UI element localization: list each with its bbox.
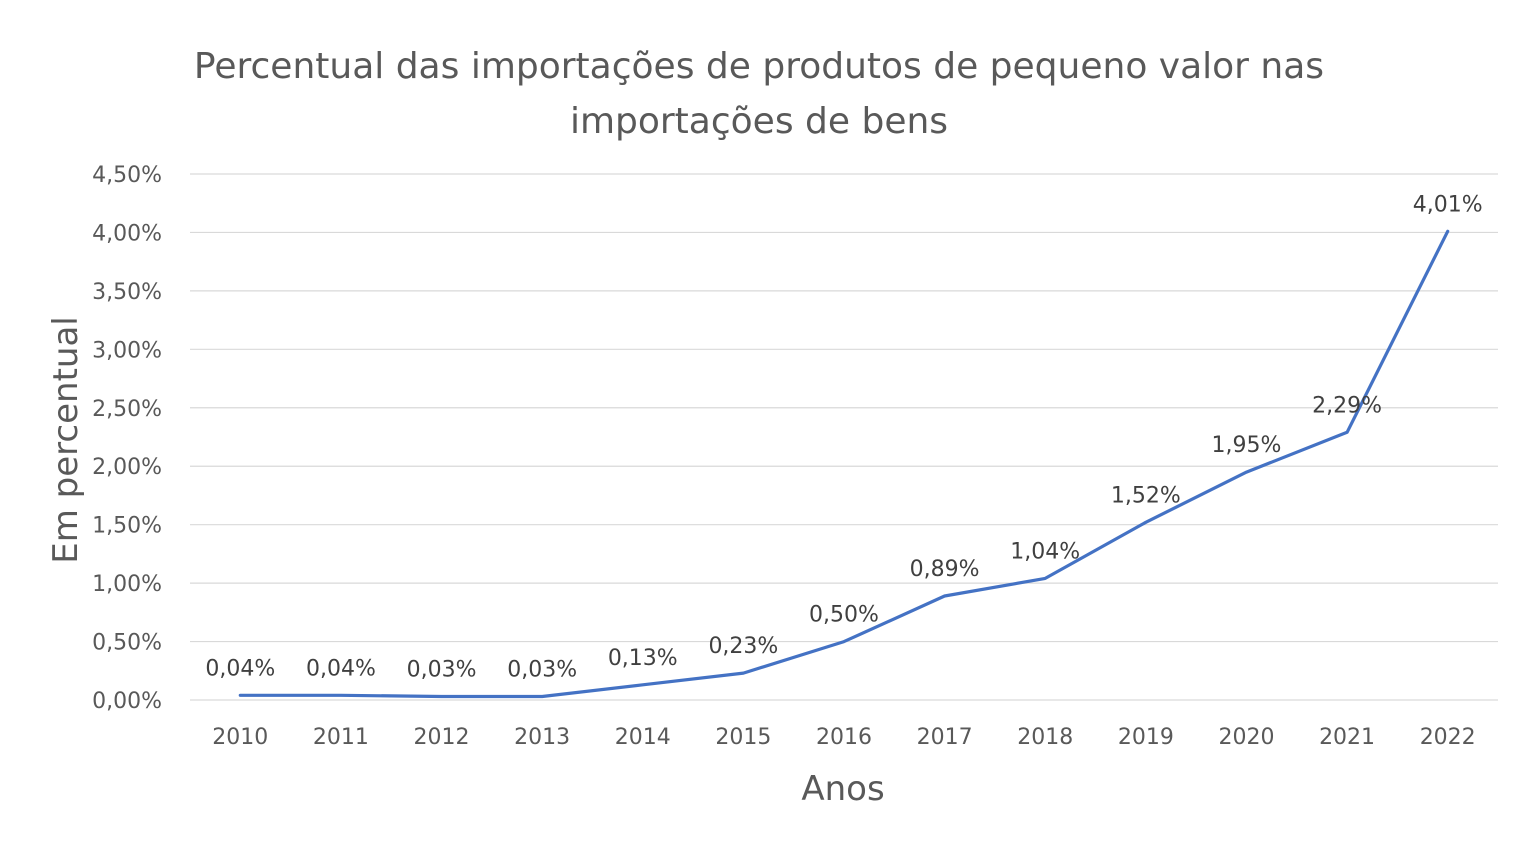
x-tick-label: 2010 [212,725,268,750]
y-tick-label: 3,50% [92,280,162,305]
data-label: 1,95% [1212,433,1282,458]
chart-title-line-2: importações de bens [570,101,948,142]
y-tick-label: 4,50% [92,163,162,188]
x-tick-label: 2020 [1218,725,1274,750]
y-tick-label: 2,00% [92,455,162,480]
x-tick-label: 2019 [1118,725,1174,750]
data-label: 0,04% [205,656,275,681]
data-label: 4,01% [1413,192,1483,217]
data-label: 0,04% [306,656,376,681]
x-tick-label: 2013 [514,725,570,750]
x-tick-label: 2012 [414,725,470,750]
data-label: 0,23% [708,634,778,659]
y-tick-label: 1,00% [92,572,162,597]
data-label: 0,89% [910,557,980,582]
series [238,229,1450,699]
chart-title-line-1: Percentual das importações de produtos d… [194,46,1324,87]
y-tick-label: 3,00% [92,338,162,363]
data-label: 0,13% [608,646,678,671]
x-tick-label: 2022 [1420,725,1476,750]
data-label: 0,03% [407,657,477,682]
x-axis-title: Anos [801,769,884,809]
y-tick-label: 0,00% [92,689,162,714]
data-label: 0,50% [809,603,879,628]
y-axis-ticks: 0,00% 0,50% 1,00% 1,50% 2,00% 2,50% 3,00% 3,50%… [92,163,162,714]
gridlines [190,173,1498,701]
x-tick-label: 2011 [313,725,369,750]
x-tick-label: 2018 [1017,725,1073,750]
data-label: 1,52% [1111,483,1181,508]
y-tick-label: 4,00% [92,221,162,246]
y-tick-label: 0,50% [92,631,162,656]
y-tick-label: 1,50% [92,514,162,539]
data-label: 1,04% [1010,539,1080,564]
x-tick-label: 2014 [615,725,671,750]
data-label: 0,03% [507,657,577,682]
y-tick-label: 2,50% [92,397,162,422]
x-tick-label: 2015 [715,725,771,750]
x-tick-label: 2016 [816,725,872,750]
y-axis-title: Em percentual [46,316,86,563]
x-tick-label: 2021 [1319,725,1375,750]
x-axis-ticks: 2010 2011 2012 2013 2014 2015 2016 2017 2018 2019… [212,725,1475,750]
data-label: 2,29% [1312,393,1382,418]
x-tick-label: 2017 [917,725,973,750]
data-labels: 0,04% 0,04% 0,03% 0,03% 0,13% 0,23% 0,50% 0,89%… [205,192,1482,682]
